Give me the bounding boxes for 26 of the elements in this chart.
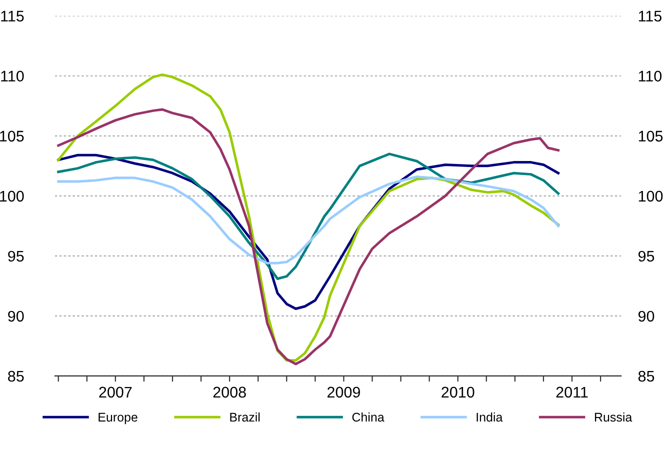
y2-tick-label: 105 bbox=[638, 130, 663, 142]
y-tick-label: 90 bbox=[8, 310, 24, 322]
legend-label: Europe bbox=[98, 412, 138, 424]
legend-label: Brazil bbox=[230, 412, 260, 422]
legend-label: Russia bbox=[594, 412, 632, 422]
y-tick-label: 100 bbox=[0, 190, 24, 202]
x-tick-label: 2010 bbox=[442, 386, 474, 398]
x-tick-label: 2008 bbox=[213, 386, 246, 398]
x-tick-label: 2007 bbox=[99, 386, 132, 398]
y2-tick-label: 85 bbox=[638, 370, 654, 382]
line-series bbox=[57, 175, 560, 264]
y-tick-label: 95 bbox=[8, 250, 24, 262]
line-series bbox=[57, 152, 560, 280]
y2-tick-label: 100 bbox=[638, 190, 663, 202]
x-tick-label: 2011 bbox=[556, 386, 588, 398]
y-tick-label: 85 bbox=[8, 370, 24, 382]
y2-tick-label: 115 bbox=[638, 10, 662, 22]
y2-tick-label: 110 bbox=[638, 70, 662, 82]
legend-label: India bbox=[476, 412, 503, 422]
x-tick-label: 2009 bbox=[328, 386, 360, 398]
y2-tick-label: 95 bbox=[638, 250, 654, 262]
legend-label: China bbox=[352, 412, 384, 422]
y-tick-label: 105 bbox=[0, 130, 24, 142]
y2-tick-label: 90 bbox=[638, 310, 654, 322]
y-tick-label: 115 bbox=[1, 10, 24, 22]
y-tick-label: 110 bbox=[1, 70, 24, 82]
